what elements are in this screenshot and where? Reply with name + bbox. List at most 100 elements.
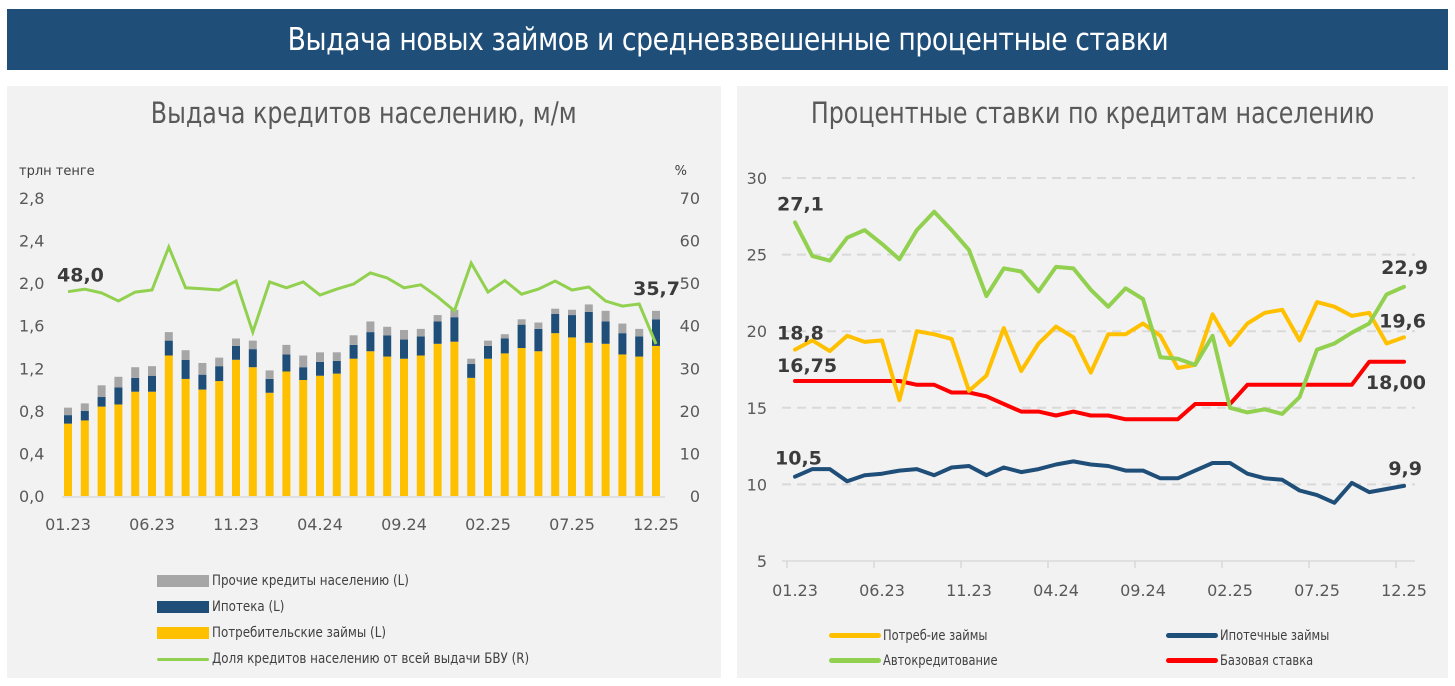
bar-mortgage: [299, 367, 308, 380]
bar-mortgage: [400, 339, 408, 359]
loans-chart-title: Выдача кредитов населению, м/м: [151, 96, 577, 130]
bar-other: [97, 385, 106, 398]
y-tick-label: 30: [747, 169, 767, 188]
legend-item-other: Прочие кредиты населению (L): [157, 568, 585, 594]
bar-consumer: [332, 373, 341, 496]
bar-other: [148, 366, 156, 376]
bar-other: [416, 328, 425, 337]
bar-consumer: [232, 359, 240, 496]
bar-other: [316, 352, 324, 362]
bar-other: [282, 344, 291, 355]
bar-other: [114, 376, 123, 388]
bar-other: [400, 329, 408, 340]
page-title: Выдача новых займов и средневзвешенные п…: [287, 21, 1168, 58]
data-label: 22,9: [1381, 257, 1428, 279]
y-tick-label: 20: [747, 322, 767, 341]
mortgage-rate-line: [793, 459, 1406, 505]
bar-mortgage: [181, 359, 190, 379]
bar-consumer: [131, 391, 140, 496]
bar-consumer: [164, 355, 173, 496]
legend-item-base-rate: Базовая ставка: [1166, 648, 1353, 673]
data-label: 18,00: [1366, 372, 1426, 394]
bar-mortgage: [635, 336, 644, 357]
bar-mortgage: [232, 345, 240, 360]
data-label: 16,75: [777, 355, 837, 377]
bar-mortgage: [265, 378, 274, 393]
legend-swatch-base-rate: [1166, 658, 1218, 663]
x-tick-label: 09.24: [1120, 581, 1166, 600]
bar-consumer: [215, 381, 224, 496]
x-tick-label: 06.23: [859, 581, 905, 600]
bar-mortgage: [568, 315, 576, 338]
bar-consumer: [618, 354, 627, 496]
bar-mortgage: [383, 335, 392, 357]
left-y-tick: 1,2: [19, 359, 44, 378]
bar-other: [131, 367, 140, 378]
bar-mortgage: [534, 328, 543, 352]
x-tick-label: 06.23: [129, 515, 175, 534]
bar-other: [618, 323, 627, 334]
bar-mortgage: [332, 360, 341, 374]
bar-other: [500, 334, 509, 339]
bar-mortgage: [618, 333, 627, 355]
legend-item-mortgage-rate: Ипотечные займы: [1166, 623, 1353, 648]
bar-consumer: [316, 375, 324, 496]
legend-swatch-share: [157, 657, 209, 661]
consumer-rate-line: [793, 300, 1406, 403]
bar-other: [198, 362, 207, 375]
bar-consumer: [517, 348, 526, 496]
bar-consumer: [635, 356, 644, 496]
bar-other: [517, 319, 526, 325]
bar-consumer: [148, 391, 156, 496]
bar-other: [467, 358, 476, 365]
left-y-tick: 0,0: [19, 487, 44, 506]
left-y-tick: 1,6: [19, 317, 44, 336]
legend-item-auto-rate: Автокредитование: [829, 648, 1023, 673]
bar-consumer: [198, 389, 207, 496]
legend-swatch-other: [157, 575, 209, 587]
bar-mortgage: [450, 317, 459, 342]
x-tick-label: 01.23: [772, 581, 818, 600]
right-y-tick: 10: [680, 444, 700, 463]
bar-mortgage: [366, 332, 375, 352]
bar-consumer: [467, 377, 476, 496]
bar-mortgage: [248, 349, 257, 368]
data-label: 19,6: [1379, 310, 1426, 332]
bar-other: [551, 308, 560, 315]
bar-mortgage: [282, 354, 291, 372]
bar-mortgage: [500, 338, 509, 354]
loans-chart-legend: Прочие кредиты населению (L) Ипотека (L)…: [157, 568, 585, 672]
bar-other: [349, 335, 358, 345]
bar-mortgage: [97, 397, 106, 407]
x-tick-label: 02.25: [1207, 581, 1253, 600]
x-tick-label: 07.25: [549, 515, 595, 534]
bar-consumer: [114, 404, 123, 496]
bar-other: [232, 338, 240, 346]
right-y-tick: 0: [690, 487, 700, 506]
base-rate-line: [793, 359, 1406, 422]
bar-other: [181, 350, 190, 360]
bar-mortgage: [316, 361, 324, 376]
bar-mortgage: [148, 375, 156, 392]
legend-item-mortgage: Ипотека (L): [157, 594, 585, 620]
bar-consumer: [366, 351, 375, 496]
legend-swatch-auto-rate: [829, 658, 881, 663]
bar-other: [215, 357, 224, 367]
bar-consumer: [534, 351, 543, 496]
data-label: 9,9: [1388, 458, 1422, 480]
bar-mortgage: [349, 344, 358, 359]
bar-other: [332, 352, 341, 361]
bar-other: [534, 322, 543, 329]
bar-consumer: [568, 337, 576, 496]
bar-mortgage: [551, 314, 560, 334]
bar-consumer: [484, 358, 492, 496]
legend-swatch-mortgage-rate: [1166, 633, 1218, 638]
y-tick-label: 10: [747, 475, 767, 494]
right-y-tick: 60: [680, 232, 700, 251]
bar-consumer: [265, 392, 274, 496]
bar-other: [568, 309, 576, 316]
y-tick-label: 25: [747, 246, 767, 265]
bar-consumer: [248, 367, 257, 496]
x-tick-label: 07.25: [1294, 581, 1340, 600]
loans-issuance-chart: трлн тенге % 0,00,40,81,21,62,02,42,8 01…: [19, 164, 700, 534]
